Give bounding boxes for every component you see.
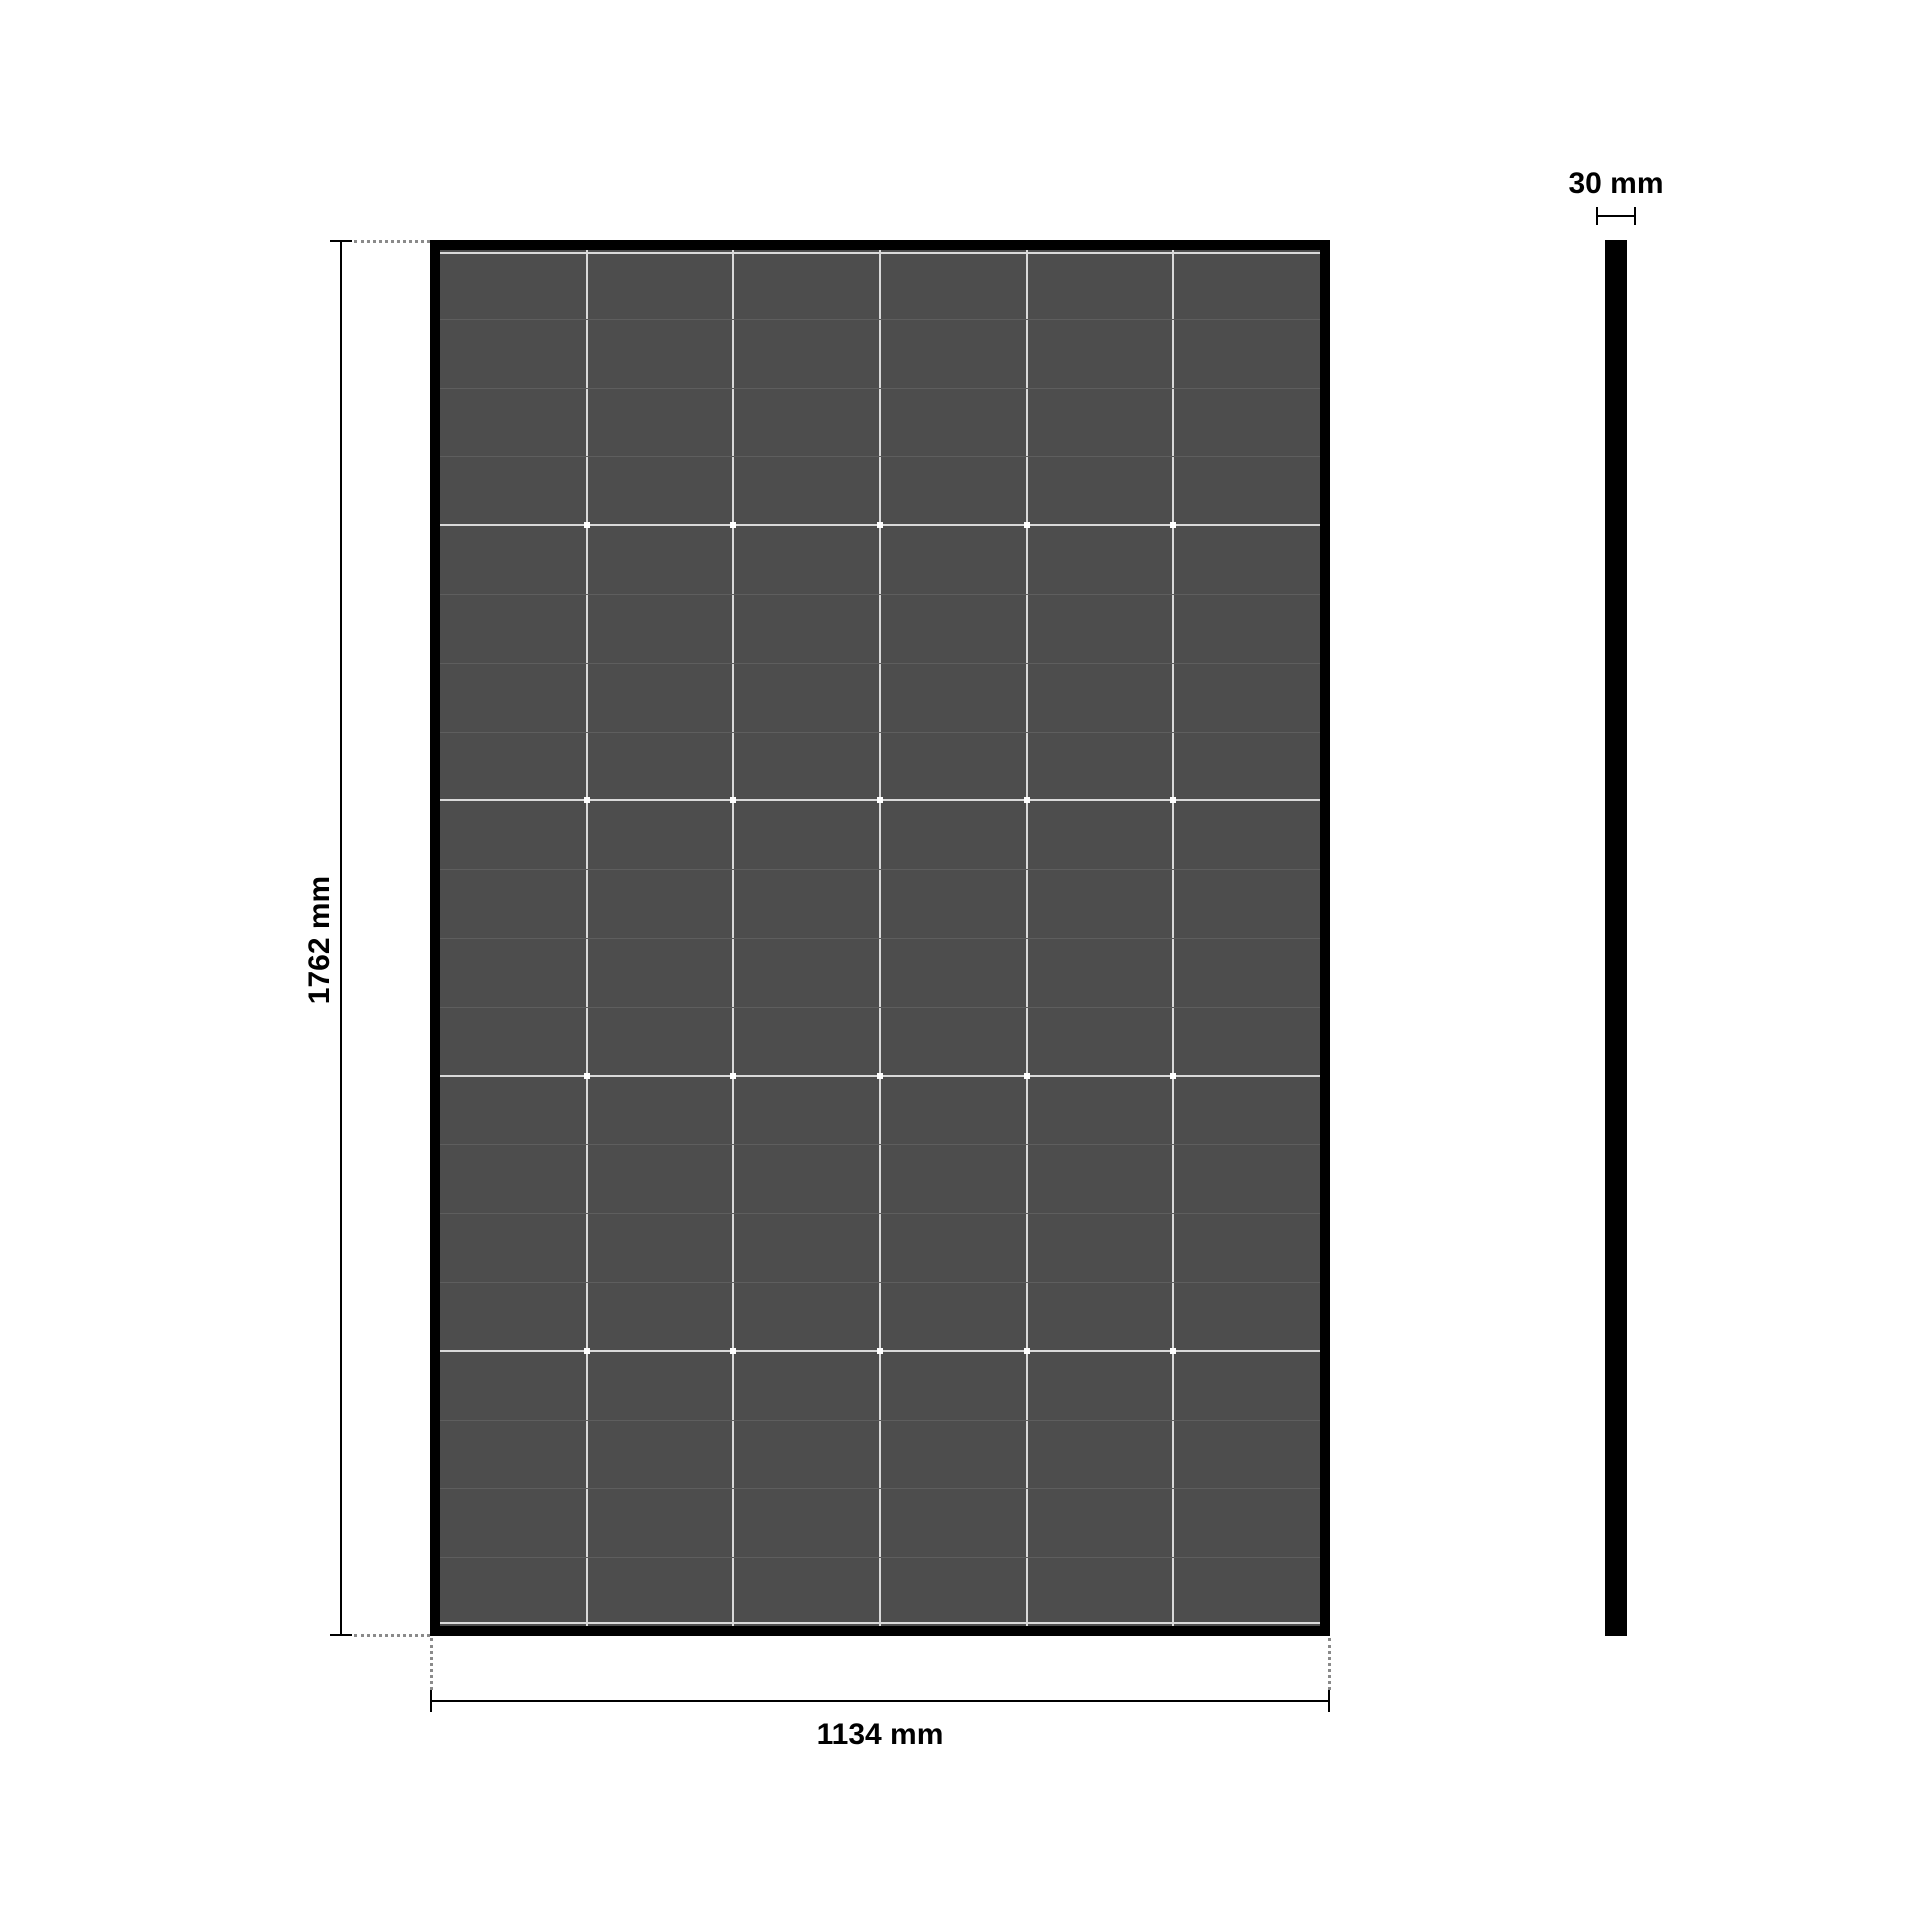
- panel-node-dot: [1024, 1348, 1030, 1354]
- panel-node-dot: [1170, 797, 1176, 803]
- dim-thickness-cap-left: [1596, 207, 1598, 225]
- panel-node-dot: [1024, 1073, 1030, 1079]
- dim-height-label: 1762 mm: [303, 860, 337, 1020]
- panel-subline: [440, 1007, 1320, 1008]
- panel-side-view: [1605, 240, 1627, 1636]
- panel-subline: [440, 1488, 1320, 1489]
- panel-node-dot: [1170, 1348, 1176, 1354]
- panel-edge-hline: [440, 1622, 1320, 1624]
- panel-subline: [440, 1557, 1320, 1558]
- panel-node-dot: [1024, 797, 1030, 803]
- dim-width-label: 1134 mm: [800, 1718, 960, 1752]
- panel-subline: [440, 1144, 1320, 1145]
- dim-height-extension-top: [354, 240, 430, 243]
- panel-node-dot: [584, 797, 590, 803]
- dim-thickness-cap-right: [1634, 207, 1636, 225]
- panel-subline: [440, 663, 1320, 664]
- dim-thickness-label: 30 mm: [1556, 167, 1676, 201]
- panel-node-dot: [730, 797, 736, 803]
- panel-node-dot: [877, 1073, 883, 1079]
- panel-node-dot: [877, 522, 883, 528]
- panel-node-dot: [730, 1348, 736, 1354]
- panel-subline: [440, 456, 1320, 457]
- panel-node-dot: [584, 522, 590, 528]
- panel-node-dot: [877, 1348, 883, 1354]
- dim-height-cap-bottom: [330, 1634, 352, 1636]
- panel-edge-hline: [440, 252, 1320, 254]
- dim-height-extension-bottom: [354, 1634, 430, 1637]
- dim-width-cap-right: [1328, 1690, 1330, 1712]
- panel-subline: [440, 319, 1320, 320]
- panel-front-view: [430, 240, 1330, 1636]
- panel-subline: [440, 869, 1320, 870]
- panel-subline: [440, 938, 1320, 939]
- dim-thickness-line: [1596, 215, 1636, 217]
- diagram-stage: 1762 mm 1134 mm 30 mm: [0, 0, 1920, 1920]
- panel-subline: [440, 732, 1320, 733]
- panel-subline: [440, 1213, 1320, 1214]
- dim-height-line: [340, 240, 342, 1636]
- panel-node-dot: [584, 1073, 590, 1079]
- dim-width-line: [430, 1700, 1330, 1702]
- dim-width-extension-left: [430, 1638, 433, 1690]
- panel-node-dot: [730, 522, 736, 528]
- panel-node-dot: [730, 1073, 736, 1079]
- panel-node-dot: [1170, 1073, 1176, 1079]
- dim-height-cap-top: [330, 240, 352, 242]
- panel-node-dot: [584, 1348, 590, 1354]
- dim-width-extension-right: [1328, 1638, 1331, 1690]
- panel-subline: [440, 594, 1320, 595]
- panel-node-dot: [1024, 522, 1030, 528]
- panel-node-dot: [877, 797, 883, 803]
- panel-node-dot: [1170, 522, 1176, 528]
- panel-subline: [440, 388, 1320, 389]
- dim-width-cap-left: [430, 1690, 432, 1712]
- panel-subline: [440, 1282, 1320, 1283]
- panel-subline: [440, 1420, 1320, 1421]
